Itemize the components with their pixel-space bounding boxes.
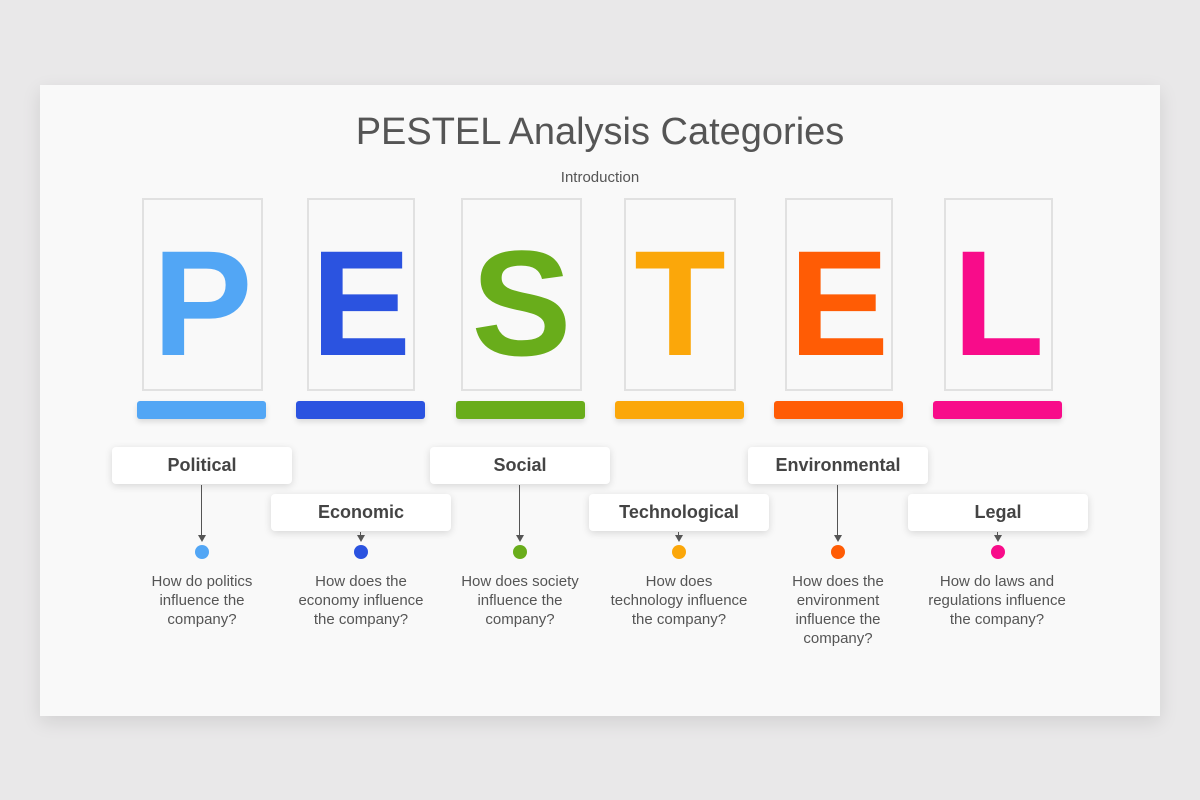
label-technological: Technological	[589, 494, 769, 531]
connector-social	[519, 485, 520, 535]
dot-political	[195, 545, 209, 559]
question-legal: How do laws and regulations influence th…	[928, 573, 1066, 628]
question-environmental: How does the environment influence the c…	[792, 573, 884, 647]
connector-economic	[360, 532, 361, 536]
color-bar-political	[137, 401, 266, 419]
letter-s: S	[471, 219, 572, 387]
slide-subtitle: Introduction	[560, 169, 640, 186]
color-bar-technological	[615, 401, 744, 419]
arrow-down-icon	[357, 535, 365, 542]
question-political: How do politics influence the company?	[151, 573, 253, 628]
connector-technological	[678, 532, 679, 536]
question-technological: How does technology influence the compan…	[610, 573, 748, 628]
dot-technological	[672, 545, 686, 559]
color-bar-legal	[933, 401, 1062, 419]
label-legal: Legal	[908, 494, 1088, 531]
letter-box-social: S	[461, 198, 582, 391]
color-bar-social	[456, 401, 585, 419]
letter-box-political: P	[142, 198, 263, 391]
label-environmental: Environmental	[748, 447, 928, 484]
connector-political	[201, 485, 202, 535]
color-bar-economic	[296, 401, 425, 419]
dot-environmental	[831, 545, 845, 559]
letter-p: P	[152, 219, 253, 387]
letter-e: E	[788, 219, 890, 387]
label-social: Social	[430, 447, 610, 484]
arrow-down-icon	[834, 535, 842, 542]
connector-legal	[997, 532, 998, 536]
dot-economic	[354, 545, 368, 559]
letter-box-technological: T	[624, 198, 736, 391]
connector-environmental	[837, 485, 838, 535]
arrow-down-icon	[198, 535, 206, 542]
dot-social	[513, 545, 527, 559]
label-economic: Economic	[271, 494, 451, 531]
question-economic: How does the economy influence the compa…	[298, 573, 424, 628]
letter-box-economic: E	[307, 198, 415, 391]
letter-l: L	[952, 219, 1045, 387]
label-political: Political	[112, 447, 292, 484]
arrow-down-icon	[675, 535, 683, 542]
arrow-down-icon	[994, 535, 1002, 542]
letter-t: T	[634, 219, 726, 387]
letter-box-environmental: E	[785, 198, 893, 391]
slide-title: PESTEL Analysis Categories	[355, 111, 845, 153]
letter-box-legal: L	[944, 198, 1053, 391]
color-bar-environmental	[774, 401, 903, 419]
question-social: How does society influence the company?	[461, 573, 579, 628]
letter-e: E	[310, 219, 412, 387]
arrow-down-icon	[516, 535, 524, 542]
slide: PESTEL Analysis Categories Introduction …	[40, 85, 1160, 716]
dot-legal	[991, 545, 1005, 559]
